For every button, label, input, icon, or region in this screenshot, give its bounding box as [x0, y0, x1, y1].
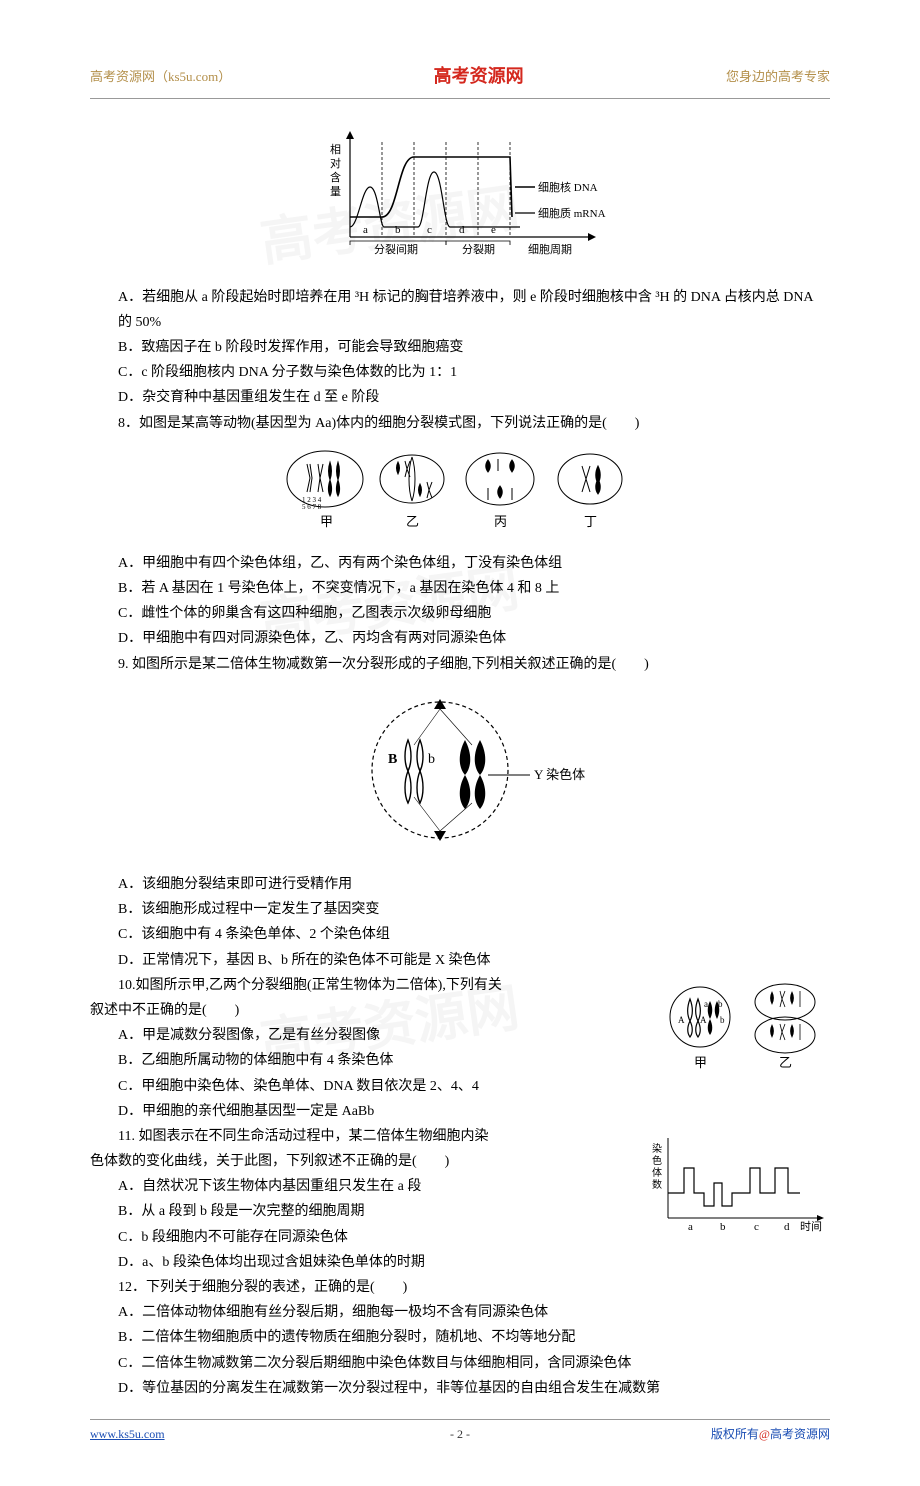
svg-text:b: b	[718, 999, 723, 1009]
svg-text:d: d	[784, 1221, 790, 1233]
q9-option-d: D．正常情况下，基因 B、b 所在的染色体不可能是 X 染色体	[90, 948, 830, 973]
header-right: 您身边的高考专家	[726, 65, 830, 88]
svg-text:d: d	[459, 224, 465, 236]
svg-text:分裂间期: 分裂间期	[374, 243, 418, 256]
svg-text:甲: 甲	[694, 1055, 707, 1070]
svg-text:染: 染	[652, 1142, 662, 1155]
svg-text:a: a	[363, 224, 368, 236]
svg-text:b: b	[395, 224, 401, 236]
q9-figure: B b Y 染色体	[90, 685, 830, 864]
q12-option-b: B．二倍体生物细胞质中的遗传物质在细胞分裂时，随机地、不均等地分配	[90, 1325, 830, 1350]
q9-stem: 9. 如图所示是某二倍体生物减数第一次分裂形成的子细胞,下列相关叙述正确的是( …	[90, 652, 830, 677]
q12-option-c: C．二倍体生物减数第二次分裂后期细胞中染色体数目与体细胞相同，含同源染色体	[90, 1351, 830, 1376]
chart1-ylabel: 相	[330, 143, 341, 156]
svg-text:c: c	[427, 224, 432, 236]
q8-option-a: A．甲细胞中有四个染色体组，乙、丙有两个染色体组，丁没有染色体组	[90, 551, 830, 576]
q8-option-d: D．甲细胞中有四对同源染色体，乙、丙均含有两对同源染色体	[90, 626, 830, 651]
chart1-legend2: 细胞质 mRNA	[538, 207, 606, 220]
q12-option-d: D．等位基因的分离发生在减数第一次分裂过程中，非等位基因的自由组合发生在减数第	[90, 1376, 830, 1401]
page-header: 高考资源网（ks5u.com） 高考资源网 您身边的高考专家	[90, 60, 830, 99]
q11-figure: 染 色 体 数 a b c d 时间	[640, 1128, 830, 1247]
svg-text:含: 含	[330, 170, 341, 184]
svg-text:丙: 丙	[494, 514, 507, 529]
svg-text:b: b	[428, 752, 435, 767]
q9-option-a: A．该细胞分裂结束即可进行受精作用	[90, 872, 830, 897]
svg-text:A: A	[700, 1015, 707, 1025]
svg-text:B: B	[388, 752, 397, 767]
svg-text:体: 体	[652, 1167, 662, 1179]
svg-text:a: a	[704, 999, 708, 1009]
svg-text:Y 染色体: Y 染色体	[534, 767, 585, 782]
svg-text:a: a	[688, 1221, 693, 1233]
q7-option-b: B．致癌因子在 b 阶段时发挥作用，可能会导致细胞癌变	[90, 335, 830, 360]
q9-option-b: B．该细胞形成过程中一定发生了基因突变	[90, 897, 830, 922]
svg-text:对: 对	[330, 156, 341, 170]
svg-text:A: A	[678, 1015, 685, 1025]
q12-stem: 12．下列关于细胞分裂的表述，正确的是( )	[90, 1275, 830, 1300]
svg-text:b: b	[720, 1015, 725, 1025]
svg-text:甲: 甲	[320, 514, 333, 529]
svg-text:时间: 时间	[800, 1220, 822, 1233]
footer-page-number: - 2 -	[450, 1424, 470, 1446]
svg-text:数: 数	[652, 1178, 662, 1191]
svg-text:量: 量	[330, 185, 341, 198]
q8-option-c: C．雌性个体的卵巢含有这四种细胞，乙图表示次级卵母细胞	[90, 601, 830, 626]
svg-text:细胞周期: 细胞周期	[528, 243, 572, 256]
q7-figure: 相 对 含 量 细胞核 DNA 细胞质 mRNA a	[90, 117, 830, 276]
svg-text:分裂期: 分裂期	[462, 243, 495, 256]
footer-url[interactable]: www.ks5u.com	[90, 1424, 165, 1446]
svg-text:e: e	[491, 224, 496, 236]
svg-text:色: 色	[652, 1154, 662, 1167]
svg-text:c: c	[754, 1221, 759, 1233]
q8-option-b: B．若 A 基因在 1 号染色体上，不突变情况下，a 基因在染色体 4 和 8 …	[90, 576, 830, 601]
header-left: 高考资源网（ks5u.com）	[90, 65, 231, 88]
q7-option-c: C．c 阶段细胞核内 DNA 分子数与染色体数的比为 1：1	[90, 360, 830, 385]
page-body: 相 对 含 量 细胞核 DNA 细胞质 mRNA a	[90, 117, 830, 1401]
chart1-legend1: 细胞核 DNA	[538, 180, 598, 194]
svg-text:丁: 丁	[584, 514, 597, 529]
q7-option-d: D．杂交育种中基因重组发生在 d 至 e 阶段	[90, 385, 830, 410]
header-center: 高考资源网	[434, 60, 524, 92]
svg-text:乙: 乙	[779, 1055, 792, 1070]
q9-option-c: C．该细胞中有 4 条染色单体、2 个染色体组	[90, 922, 830, 947]
svg-text:b: b	[720, 1221, 726, 1233]
q12-option-a: A．二倍体动物体细胞有丝分裂后期，细胞每一极均不含有同源染色体	[90, 1300, 830, 1325]
svg-text:乙: 乙	[406, 514, 419, 529]
q11-option-d: D．a、b 段染色体均出现过含姐妹染色单体的时期	[90, 1250, 830, 1275]
svg-text:5 6 7 8: 5 6 7 8	[302, 503, 322, 511]
q7-option-a: A．若细胞从 a 阶段起始时即培养在用 ³H 标记的胸苷培养液中，则 e 阶段时…	[90, 285, 830, 335]
footer-copyright: 版权所有@高考资源网	[711, 1424, 830, 1446]
q8-stem: 8．如图是某高等动物(基因型为 Aa)体内的细胞分裂模式图，下列说法正确的是( …	[90, 411, 830, 436]
page-footer: www.ks5u.com - 2 - 版权所有@高考资源网	[90, 1419, 830, 1446]
q8-figure: 1 2 3 4 5 6 7 8 甲 乙 丙	[90, 444, 830, 543]
q10-figure: A A a b b 甲 乙	[660, 977, 830, 1116]
